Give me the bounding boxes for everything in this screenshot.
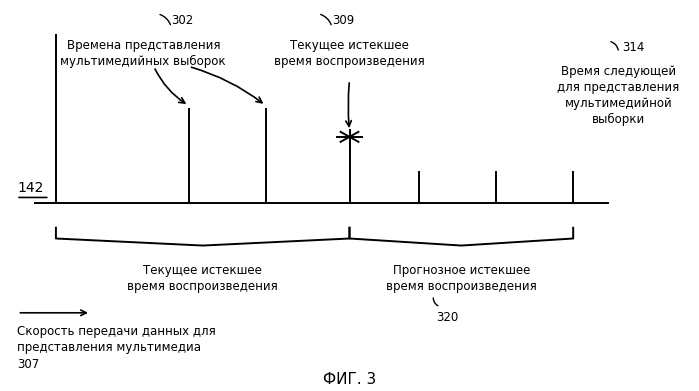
Text: Прогнозное истекшее
время воспроизведения: Прогнозное истекшее время воспроизведени… [386,264,537,293]
Text: 307: 307 [17,358,40,371]
Text: ФИГ. 3: ФИГ. 3 [323,372,376,387]
Text: 314: 314 [622,41,644,54]
Text: 302: 302 [171,14,194,27]
Text: Времена представления
мультимедийных выборок: Времена представления мультимедийных выб… [61,39,226,68]
Text: 309: 309 [332,14,354,27]
Text: 142: 142 [17,181,44,195]
Text: Скорость передачи данных для
представления мультимедиа: Скорость передачи данных для представлен… [17,325,216,353]
Text: Текущее истекшее
время воспроизведения: Текущее истекшее время воспроизведения [274,39,425,68]
Text: 320: 320 [436,311,459,324]
Text: Текущее истекшее
время воспроизведения: Текущее истекшее время воспроизведения [127,264,278,293]
Text: Время следующей
для представления
мультимедийной
выборки: Время следующей для представления мульти… [558,65,679,126]
